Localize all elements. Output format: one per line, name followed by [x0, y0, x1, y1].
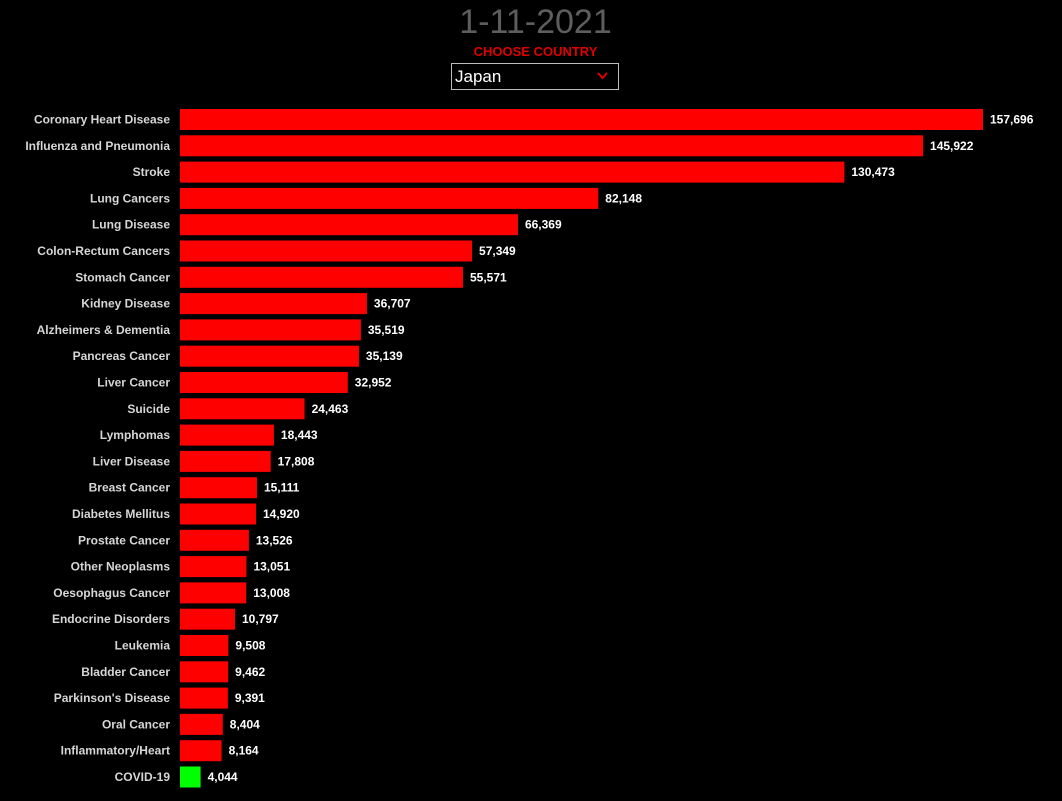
value-label: 145,922 [930, 139, 974, 153]
category-label: Prostate Cancer [78, 533, 170, 547]
value-label: 15,111 [264, 481, 300, 495]
bar [180, 109, 983, 130]
category-label: Lymphomas [100, 428, 171, 442]
category-label: Colon-Rectum Cancers [37, 244, 170, 258]
bar [180, 766, 201, 788]
value-label: 55,571 [470, 270, 507, 284]
category-label: Parkinson's Disease [54, 691, 171, 705]
bar [180, 398, 305, 420]
value-label: 13,526 [256, 533, 293, 547]
bar [180, 293, 367, 315]
bar [180, 345, 359, 367]
value-label: 24,463 [312, 402, 349, 416]
value-label: 9,391 [235, 691, 265, 705]
bar [180, 135, 924, 157]
bar [180, 240, 473, 262]
bar [180, 740, 222, 762]
bar [180, 556, 247, 578]
category-label: Leukemia [115, 639, 171, 653]
bar [180, 635, 229, 656]
bar [180, 608, 235, 630]
value-label: 82,148 [605, 191, 642, 205]
category-label: Bladder Cancer [81, 665, 170, 679]
bar [180, 266, 463, 288]
category-label: Lung Cancers [90, 191, 170, 205]
category-label: Oral Cancer [102, 717, 170, 731]
chevron-down-icon[interactable] [597, 72, 608, 80]
bar [180, 477, 257, 499]
value-label: 13,051 [253, 560, 290, 574]
bar [180, 319, 361, 341]
value-label: 9,462 [235, 665, 265, 679]
value-label: 4,044 [208, 770, 238, 784]
category-label: Stroke [133, 165, 171, 179]
category-label: Liver Cancer [97, 376, 170, 390]
value-label: 32,952 [355, 376, 392, 390]
bar [180, 372, 348, 393]
value-label: 35,519 [368, 323, 405, 337]
value-label: 35,139 [366, 349, 403, 363]
bar [180, 529, 249, 551]
value-label: 13,008 [253, 586, 290, 600]
bar [180, 582, 247, 604]
choose-country-label: CHOOSE COUNTRY [473, 44, 598, 59]
bar [180, 161, 845, 183]
category-label: Endocrine Disorders [52, 612, 170, 626]
bar [180, 687, 228, 709]
value-label: 130,473 [851, 165, 895, 179]
category-label: Inflammatory/Heart [61, 744, 170, 758]
category-label: Stomach Cancer [75, 270, 170, 284]
country-dropdown-value: Japan [455, 67, 502, 86]
value-label: 66,369 [525, 218, 562, 232]
bar [180, 450, 271, 472]
bar [180, 661, 229, 683]
category-label: Diabetes Mellitus [72, 507, 170, 521]
category-label: Alzheimers & Dementia [37, 323, 171, 337]
category-label: Liver Disease [93, 454, 171, 468]
category-label: Kidney Disease [81, 297, 170, 311]
category-label: Influenza and Pneumonia [25, 139, 170, 153]
value-label: 9,508 [235, 639, 265, 653]
country-dropdown[interactable]: Japan [451, 63, 619, 90]
value-label: 36,707 [374, 297, 411, 311]
value-label: 157,696 [990, 113, 1034, 127]
value-label: 18,443 [281, 428, 318, 442]
category-label: COVID-19 [115, 770, 171, 784]
value-label: 8,164 [229, 744, 259, 758]
category-label: Pancreas Cancer [73, 349, 171, 363]
category-label: Coronary Heart Disease [34, 113, 170, 127]
value-label: 10,797 [242, 612, 279, 626]
bar [180, 713, 223, 735]
category-label: Suicide [127, 402, 170, 416]
category-label: Other Neoplasms [71, 560, 171, 574]
date-title: 1-11-2021 [459, 3, 612, 41]
value-label: 57,349 [479, 244, 516, 258]
bar [180, 424, 274, 446]
value-label: 14,920 [263, 507, 300, 521]
category-label: Lung Disease [92, 218, 170, 232]
value-label: 17,808 [278, 454, 315, 468]
bar [180, 214, 518, 236]
category-label: Oesophagus Cancer [53, 586, 170, 600]
bar [180, 503, 256, 525]
value-label: 8,404 [230, 717, 260, 731]
bar [180, 187, 599, 209]
category-label: Breast Cancer [89, 481, 171, 495]
